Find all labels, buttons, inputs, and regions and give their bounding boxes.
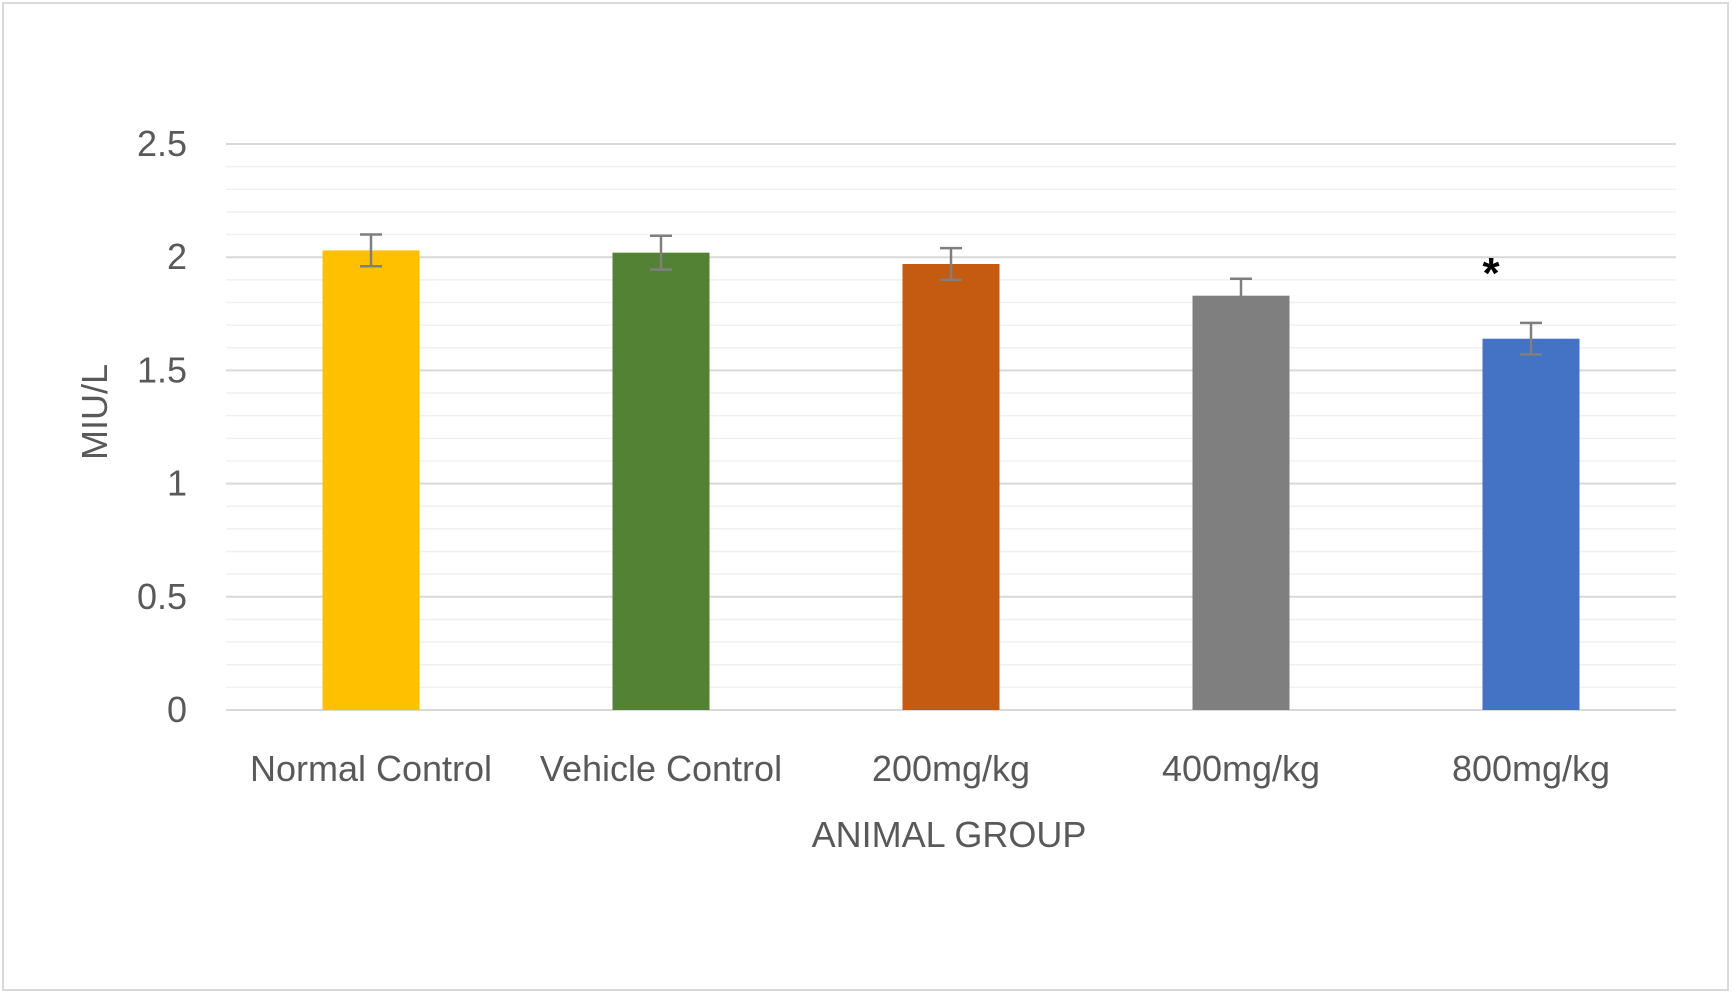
bar bbox=[1482, 338, 1580, 710]
bar bbox=[1192, 295, 1290, 710]
y-axis-title: MIU/L bbox=[74, 364, 115, 460]
x-tick-label: 400mg/kg bbox=[1162, 748, 1320, 789]
y-tick-label: 2 bbox=[167, 236, 187, 277]
x-tick-label: Vehicle Control bbox=[540, 748, 782, 789]
x-tick-label: 200mg/kg bbox=[872, 748, 1030, 789]
x-axis-tick-labels: Normal Control Vehicle Control 200mg/kg 400… bbox=[250, 748, 1610, 789]
y-tick-label: 2.5 bbox=[137, 123, 187, 164]
x-tick-label: Normal Control bbox=[250, 748, 492, 789]
y-tick-label: 1.5 bbox=[137, 349, 187, 390]
y-axis-tick-labels: 0 0.5 1 1.5 2 2.5 bbox=[137, 123, 187, 730]
x-tick-label: 800mg/kg bbox=[1452, 748, 1610, 789]
significance-marker: * bbox=[1482, 249, 1500, 298]
y-tick-label: 1 bbox=[167, 463, 187, 504]
bar-chart: 0 0.5 1 1.5 2 2.5 * Normal Control Vehicle Con… bbox=[74, 123, 1676, 855]
annotations: * bbox=[1482, 249, 1500, 298]
bar bbox=[902, 263, 1000, 710]
bar bbox=[612, 252, 710, 710]
y-tick-label: 0.5 bbox=[137, 576, 187, 617]
error-bars bbox=[360, 233, 1542, 356]
y-tick-label: 0 bbox=[167, 689, 187, 730]
bars bbox=[322, 250, 1580, 710]
x-axis-title: ANIMAL GROUP bbox=[812, 814, 1087, 855]
bar bbox=[322, 250, 420, 710]
